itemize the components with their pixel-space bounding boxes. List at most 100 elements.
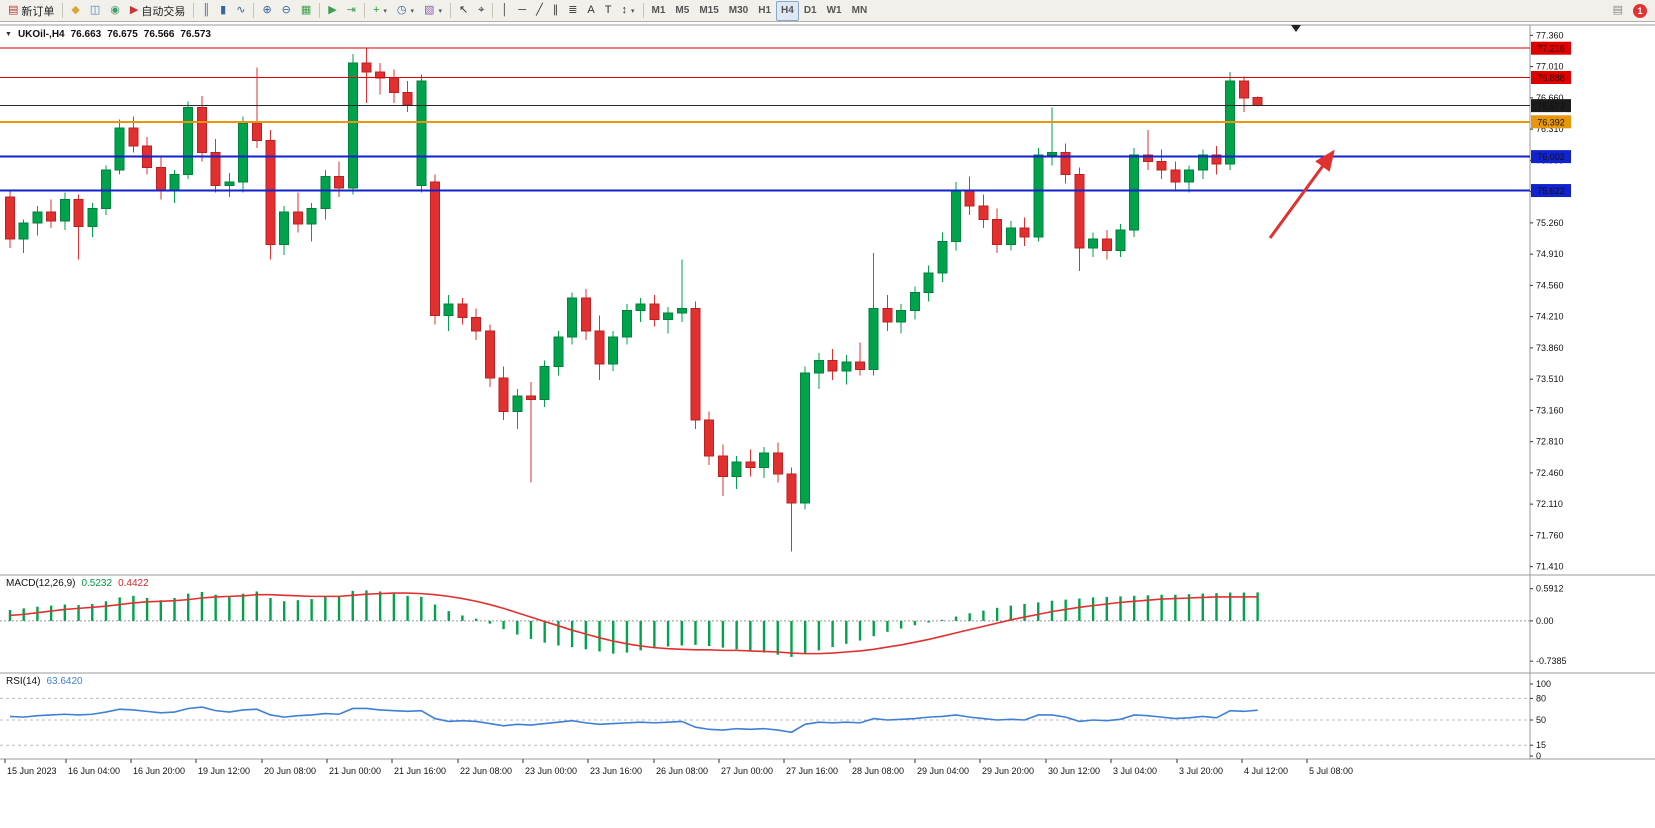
crosshair-button[interactable]: ⌖ <box>473 1 489 21</box>
toolbar-separator <box>642 3 644 18</box>
candlestick-chart-button[interactable]: ▮ <box>215 1 231 21</box>
autotrading-icon: ▶ <box>129 4 139 16</box>
zoom-in-icon: ⊕ <box>262 4 272 16</box>
trendline-button[interactable]: ╱ <box>531 1 548 21</box>
text-button[interactable]: A <box>582 1 599 21</box>
time-label: 21 Jun 16:00 <box>394 766 446 776</box>
timeframe-h4-button[interactable]: H4 <box>776 0 799 21</box>
autotrading-button[interactable]: ▶ 自动交易 <box>125 1 190 21</box>
text-icon: A <box>587 4 595 16</box>
timeframe-m1-button[interactable]: M1 <box>647 1 671 21</box>
horizontal-line-button[interactable]: ─ <box>513 1 531 21</box>
time-label: 15 Jun 2023 <box>7 766 57 776</box>
timeframe-h4-button-label: H4 <box>781 5 794 16</box>
autotrading-button-label: 自动交易 <box>141 5 186 18</box>
metaeditor-icon-button[interactable]: ◆ <box>66 1 84 21</box>
candle-body <box>1074 174 1085 249</box>
indicators-button[interactable]: + ▾ <box>368 1 392 21</box>
candle-body <box>827 359 838 372</box>
candle-body <box>251 122 262 142</box>
candle-body <box>292 211 303 225</box>
arrows-button[interactable]: ↕ ▾ <box>616 1 639 21</box>
market-watch-icon-button[interactable]: ◫ <box>85 1 105 21</box>
candle-body <box>1033 154 1044 238</box>
candle-body <box>676 308 687 314</box>
vertical-line-button[interactable]: │ <box>496 1 513 21</box>
tile-windows-button[interactable]: ▦ <box>296 1 316 21</box>
trend-arrow[interactable] <box>1268 149 1335 239</box>
candlesticks[interactable] <box>5 47 1263 552</box>
timeframe-m15-button[interactable]: M15 <box>694 1 723 21</box>
chart-shift-icon: ⇥ <box>346 4 356 16</box>
timeframe-d1-button[interactable]: D1 <box>799 1 822 21</box>
macd-pane[interactable]: 0.5912 0.00 -0.7385 <box>0 584 1567 667</box>
candle-body <box>621 309 632 338</box>
line-chart-button[interactable]: ∿ <box>231 1 250 21</box>
rsi-tick-label: 100 <box>1536 679 1551 689</box>
cursor-button[interactable]: ↖ <box>454 1 473 21</box>
auto-scroll-button[interactable]: ▶ <box>323 1 341 21</box>
candle-body <box>855 361 866 370</box>
price-badge <box>1531 41 1571 55</box>
chart-shift-button[interactable]: ⇥ <box>342 1 361 21</box>
chart-svg[interactable]: 77.36077.01076.66076.31075.96075.61075.2… <box>0 22 1655 828</box>
chart-title: ▼ UKOil-,H4 76.663 76.675 76.566 76.573 <box>5 29 211 40</box>
candle-body <box>800 372 811 504</box>
timeframe-mn-button[interactable]: MN <box>847 1 873 21</box>
timeframe-h1-button[interactable]: H1 <box>753 1 776 21</box>
navigator-icon-button[interactable]: ◉ <box>105 1 125 21</box>
trendline-icon: ╱ <box>536 4 543 16</box>
toolbar-separator <box>363 3 365 18</box>
timeframe-w1-button[interactable]: W1 <box>822 1 847 21</box>
candle-body <box>882 308 893 323</box>
candle-body <box>772 452 783 475</box>
timeframe-m5-button-label: M5 <box>675 5 690 16</box>
dropdown-caret-icon: ▾ <box>438 7 442 15</box>
price-tick-label: 73.510 <box>1536 374 1564 384</box>
rsi-pane[interactable]: 100 80 50 150 <box>0 679 1551 761</box>
templates-icon: ▧ <box>424 4 435 16</box>
macd-signal-line <box>9 592 1258 655</box>
notification-count-badge: 1 <box>1633 3 1647 18</box>
time-label: 4 Jul 12:00 <box>1244 766 1288 776</box>
tile-windows-icon: ▦ <box>300 4 312 16</box>
time-axis[interactable]: 15 Jun 2023 16 Jun 04:00 16 Jun 20:00 19 Ju… <box>4 759 1353 776</box>
fibonacci-button[interactable]: ≣ <box>563 1 582 21</box>
zoom-in-button[interactable]: ⊕ <box>257 1 276 21</box>
time-label: 29 Jun 04:00 <box>917 766 969 776</box>
symbol-dropdown-icon[interactable]: ▼ <box>5 31 12 38</box>
equidistant-channel-button[interactable]: ∥ <box>548 1 564 21</box>
text-label-button[interactable]: T <box>600 1 617 21</box>
templates-button[interactable]: ▧ ▾ <box>419 1 447 21</box>
periods-button[interactable]: ◷ ▾ <box>392 1 419 21</box>
zoom-out-button[interactable]: ⊖ <box>277 1 296 21</box>
toolbar-separator <box>492 3 494 18</box>
candle-body <box>334 175 345 189</box>
candle-body <box>484 330 495 379</box>
toolbar-separator <box>253 3 255 18</box>
time-label: 23 Jun 00:00 <box>525 766 577 776</box>
news-icon-button[interactable]: ▤ <box>1608 1 1628 21</box>
rsi-label: RSI(14) 63.6420 <box>6 676 83 687</box>
candle-body <box>155 167 166 192</box>
chart-scroll-marker[interactable] <box>1291 25 1301 32</box>
candle-body <box>5 196 15 240</box>
bar-chart-button[interactable]: ║ <box>197 1 215 21</box>
candle-body <box>416 80 427 186</box>
new-order-button[interactable]: ▤ 新订单 <box>3 1 59 21</box>
notifications-button[interactable]: 1 <box>1628 1 1652 21</box>
macd-title: MACD(12,26,9) <box>6 578 76 589</box>
timeframe-m5-button[interactable]: M5 <box>670 1 694 21</box>
chart-window[interactable]: 77.36077.01076.66076.31075.96075.61075.2… <box>0 22 1655 828</box>
candle-body <box>608 336 619 365</box>
zoom-out-icon: ⊖ <box>281 4 291 16</box>
candle-body <box>512 395 523 412</box>
timeframe-m30-button[interactable]: M30 <box>724 1 753 21</box>
new-order-button-label: 新订单 <box>21 5 55 18</box>
candlestick-chart-icon: ▮ <box>220 4 227 16</box>
price-tick-label: 76.660 <box>1536 93 1564 103</box>
candle-body <box>717 455 728 477</box>
time-label: 20 Jun 08:00 <box>264 766 316 776</box>
macd-value-signal: 0.4422 <box>118 578 149 589</box>
horizontal-lines <box>0 47 1530 192</box>
